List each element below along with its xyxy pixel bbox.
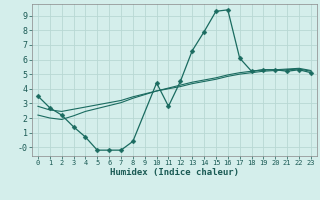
X-axis label: Humidex (Indice chaleur): Humidex (Indice chaleur) bbox=[110, 168, 239, 177]
